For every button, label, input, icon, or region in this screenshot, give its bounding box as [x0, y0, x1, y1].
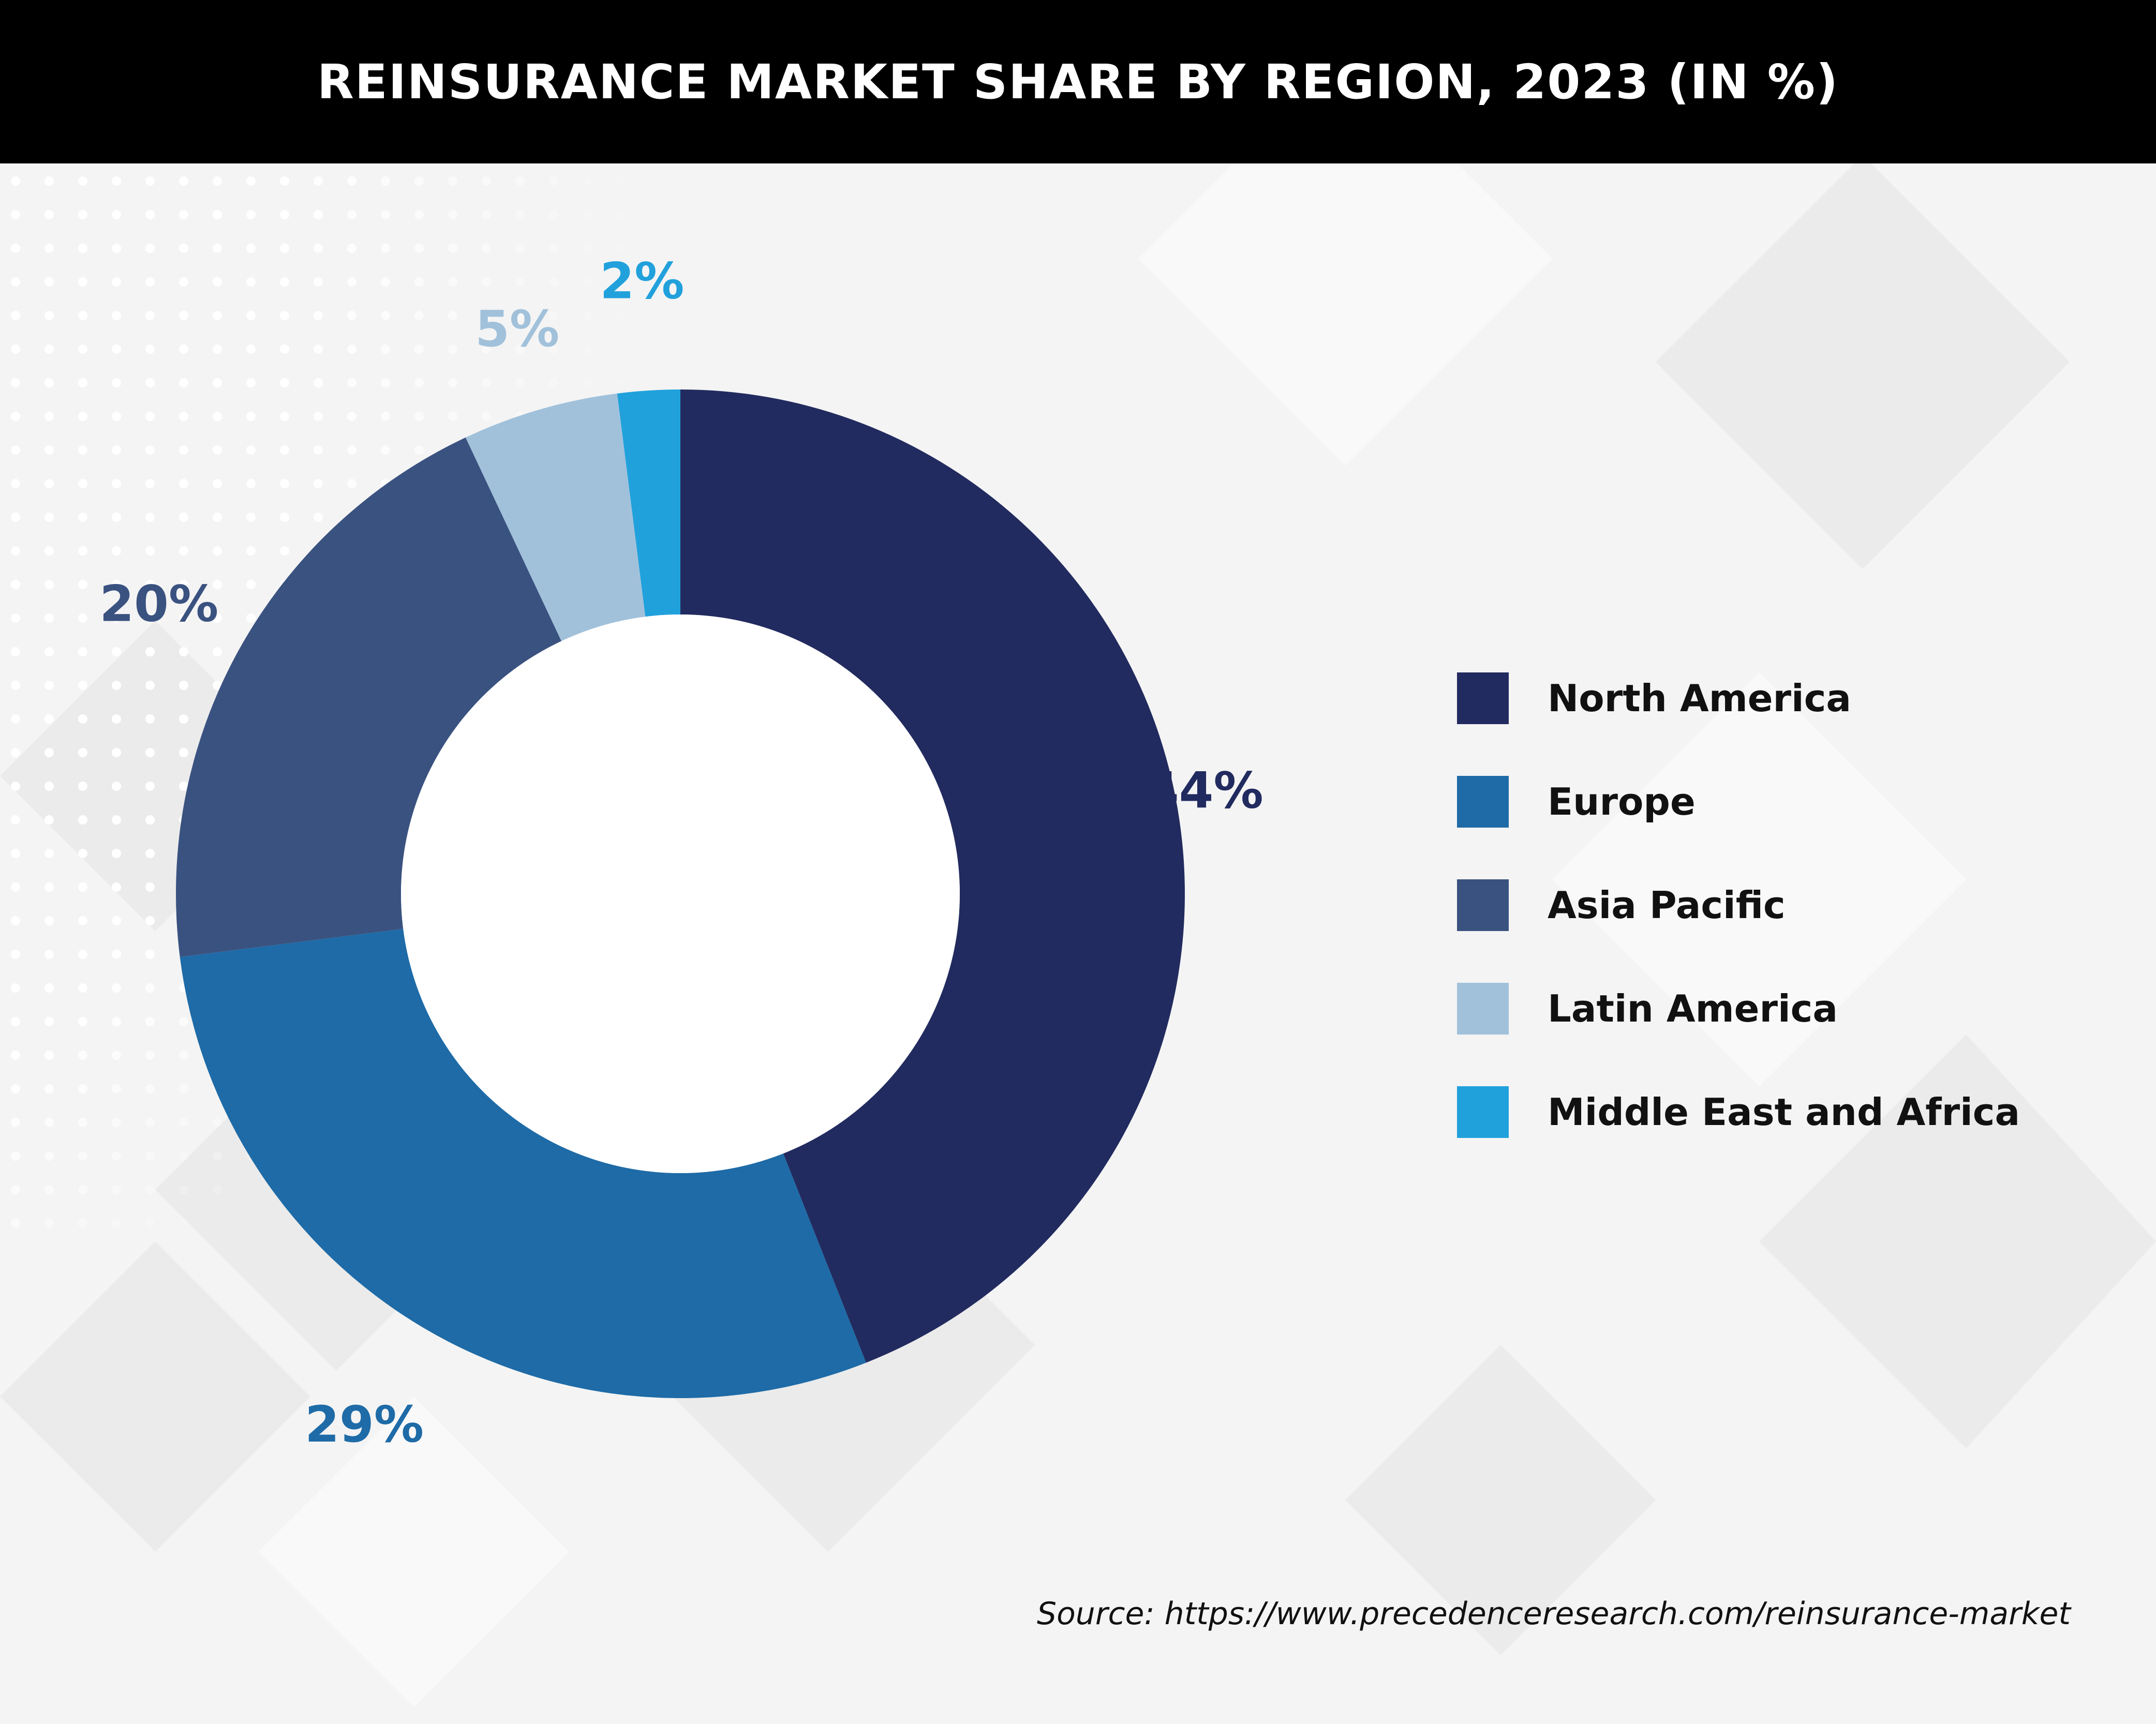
slice-europe [180, 928, 866, 1398]
legend-label: Middle East and Africa [1548, 1090, 2020, 1134]
legend-label: Asia Pacific [1548, 883, 1786, 927]
legend-item-middle-east-and-africa: Middle East and Africa [1457, 1086, 2020, 1138]
slice-asia-pacific [175, 437, 562, 957]
slice-north-america [680, 389, 1185, 1363]
legend-item-europe: Europe [1457, 776, 2020, 828]
title-bar: REINSURANCE MARKET SHARE BY REGION, 2023… [0, 0, 2156, 163]
legend-swatch [1457, 879, 1509, 931]
legend-item-latin-america: Latin America [1457, 983, 2020, 1035]
legend-swatch [1457, 776, 1509, 828]
data-label-middle-east-and-africa: 2% [600, 252, 684, 310]
legend-item-north-america: North America [1457, 672, 2020, 724]
data-label-europe: 29% [305, 1396, 424, 1453]
data-label-latin-america: 5% [475, 300, 559, 358]
data-label-north-america: 44% [1144, 761, 1263, 819]
legend-label: Latin America [1548, 987, 1838, 1030]
legend-item-asia-pacific: Asia Pacific [1457, 879, 2020, 931]
slice-latin-america [465, 393, 646, 641]
source-note: Source: https://www.precedenceresearch.c… [1037, 1596, 2071, 1632]
legend-swatch [1457, 1086, 1509, 1138]
donut-hole [401, 614, 960, 1173]
legend-label: North America [1548, 677, 1852, 720]
chart-title: REINSURANCE MARKET SHARE BY REGION, 2023… [317, 54, 1839, 110]
legend: North America Europe Asia Pacific Latin … [1457, 672, 2020, 1190]
legend-swatch [1457, 672, 1509, 724]
data-label-asia-pacific: 20% [99, 575, 218, 633]
legend-swatch [1457, 983, 1509, 1035]
legend-label: Europe [1548, 780, 1696, 823]
slice-middle-east-and-africa [617, 389, 680, 617]
